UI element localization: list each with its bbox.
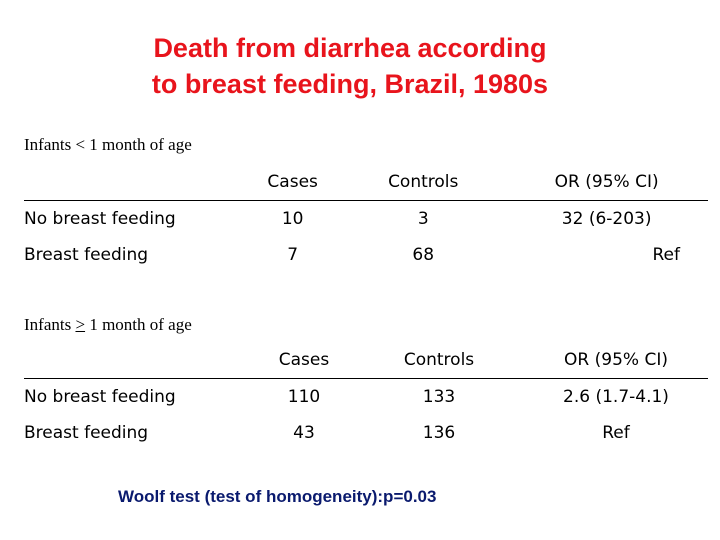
- cases-value: 110: [287, 387, 321, 407]
- or-ci-value: Ref: [602, 423, 630, 443]
- cases-value: 43: [293, 423, 315, 443]
- controls-value: 133: [422, 387, 456, 407]
- row-label: No breast feeding: [24, 387, 176, 407]
- cases-value: 7: [287, 245, 299, 265]
- table-row: Breast feeding 7 68 Ref: [24, 237, 708, 273]
- woolf-test-footnote: Woolf test (test of homogeneity):p=0.03: [118, 487, 437, 506]
- or-ci-value: Ref: [652, 245, 681, 265]
- table-header-row: Cases Controls OR (95% CI): [24, 164, 708, 201]
- section-label-suffix: 1 month of age: [85, 315, 192, 334]
- greater-equal-symbol: >: [75, 315, 86, 334]
- row-label: No breast feeding: [24, 209, 176, 229]
- section-label-prefix: Infants: [24, 315, 76, 334]
- header-controls: Controls: [388, 172, 459, 192]
- controls-value: 3: [417, 209, 429, 229]
- controls-value: 136: [422, 423, 456, 443]
- table-header-row: Cases Controls OR (95% CI): [24, 342, 708, 379]
- header-cases: Cases: [267, 172, 318, 192]
- table-row: Breast feeding 43 136 Ref: [24, 415, 708, 451]
- section-label-under-1-month: Infants < 1 month of age: [24, 135, 192, 154]
- header-cases: Cases: [278, 350, 330, 370]
- header-blank: [24, 342, 254, 379]
- header-blank: [24, 164, 244, 201]
- header-or-ci: OR (95% CI): [564, 350, 668, 370]
- slide-title-line-1: Death from diarrhea according: [153, 33, 547, 63]
- table-row: No breast feeding 10 3 32 (6-203): [24, 201, 708, 238]
- table-1-month-or-older: Cases Controls OR (95% CI) No breast fee…: [24, 342, 708, 451]
- section-label-1-month-or-older: Infants > 1 month of age: [24, 315, 192, 335]
- cases-value: 10: [281, 209, 304, 229]
- or-ci-value: 2.6 (1.7-4.1): [563, 387, 669, 407]
- row-label: Breast feeding: [24, 245, 149, 265]
- table-under-1-month: Cases Controls OR (95% CI) No breast fee…: [24, 164, 708, 273]
- table-row: No breast feeding 110 133 2.6 (1.7-4.1): [24, 379, 708, 416]
- header-or-ci: OR (95% CI): [554, 172, 659, 192]
- or-ci-value: 32 (6-203): [561, 209, 652, 229]
- header-controls: Controls: [403, 350, 475, 370]
- controls-value: 68: [412, 245, 435, 265]
- slide-title: Death from diarrhea according to breast …: [0, 30, 700, 102]
- slide-title-line-2: to breast feeding, Brazil, 1980s: [151, 69, 549, 99]
- row-label: Breast feeding: [24, 423, 149, 443]
